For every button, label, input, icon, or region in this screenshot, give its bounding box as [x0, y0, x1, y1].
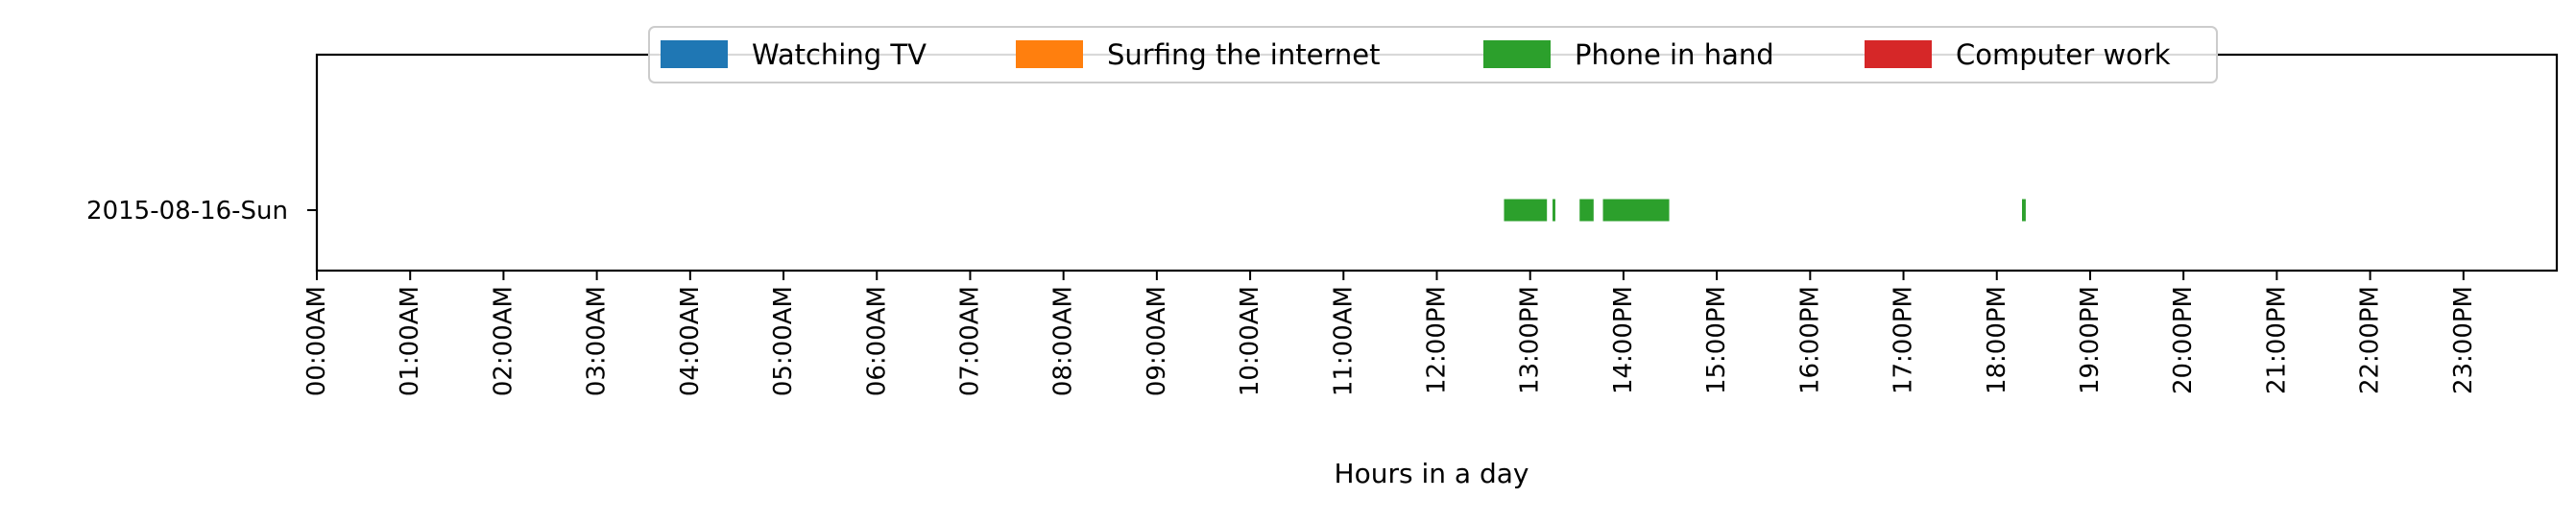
x-tick-label: 19:00PM	[2076, 286, 2105, 394]
legend-swatch	[1483, 40, 1551, 68]
legend-label: Watching TV	[752, 38, 927, 71]
x-tick-label: 06:00AM	[862, 286, 891, 396]
x-tick-label: 20:00PM	[2169, 286, 2198, 394]
x-tick-label: 03:00AM	[583, 286, 612, 396]
x-tick-label: 07:00AM	[955, 286, 984, 396]
legend-label: Phone in hand	[1575, 38, 1774, 71]
legend-swatch	[1865, 40, 1932, 68]
x-tick-label: 12:00PM	[1423, 286, 1452, 394]
y-axis: 2015-08-16-Sun	[86, 197, 317, 225]
x-tick-label: 22:00PM	[2356, 286, 2385, 394]
x-tick-label: 00:00AM	[302, 286, 331, 396]
legend-label: Computer work	[1956, 38, 2171, 71]
x-tick-label: 09:00AM	[1143, 286, 1171, 396]
legend-swatch	[1016, 40, 1083, 68]
x-tick-label: 16:00PM	[1795, 286, 1824, 394]
activity-bar	[1579, 199, 1594, 222]
x-tick-label: 11:00AM	[1329, 286, 1358, 396]
plot-border	[315, 53, 2559, 273]
x-tick-label: 05:00AM	[769, 286, 798, 396]
legend-label: Surfing the internet	[1107, 38, 1380, 71]
x-tick-label: 02:00AM	[489, 286, 518, 396]
plot-area	[315, 53, 2559, 273]
x-tick-label: 04:00AM	[676, 286, 705, 396]
x-tick-label: 10:00AM	[1236, 286, 1264, 396]
x-tick-label: 01:00AM	[396, 286, 424, 396]
bars-layer	[1504, 199, 2026, 222]
x-tick-label: 14:00PM	[1609, 286, 1638, 394]
activity-bar	[2021, 199, 2026, 222]
activity-bar	[1553, 199, 1555, 222]
x-axis-title: Hours in a day	[1335, 458, 1529, 489]
x-tick-label: 18:00PM	[1983, 286, 2011, 394]
legend: Watching TV Surfing the internet Phone in …	[648, 26, 2218, 83]
x-axis: 00:00AM 01:00AM 02:00AM 03:00AM 04:00AM 05:00…	[302, 271, 2478, 396]
x-tick-label: 08:00AM	[1049, 286, 1078, 396]
x-tick-label: 23:00PM	[2449, 286, 2478, 394]
activity-bar	[1504, 199, 1548, 222]
x-tick-label: 13:00PM	[1516, 286, 1545, 394]
legend-swatch	[661, 40, 728, 68]
y-tick-label: 2015-08-16-Sun	[86, 197, 288, 225]
x-tick-label: 17:00PM	[1890, 286, 1918, 394]
activity-bar	[1602, 199, 1670, 222]
x-tick-label: 21:00PM	[2262, 286, 2291, 394]
x-tick-label: 15:00PM	[1702, 286, 1731, 394]
